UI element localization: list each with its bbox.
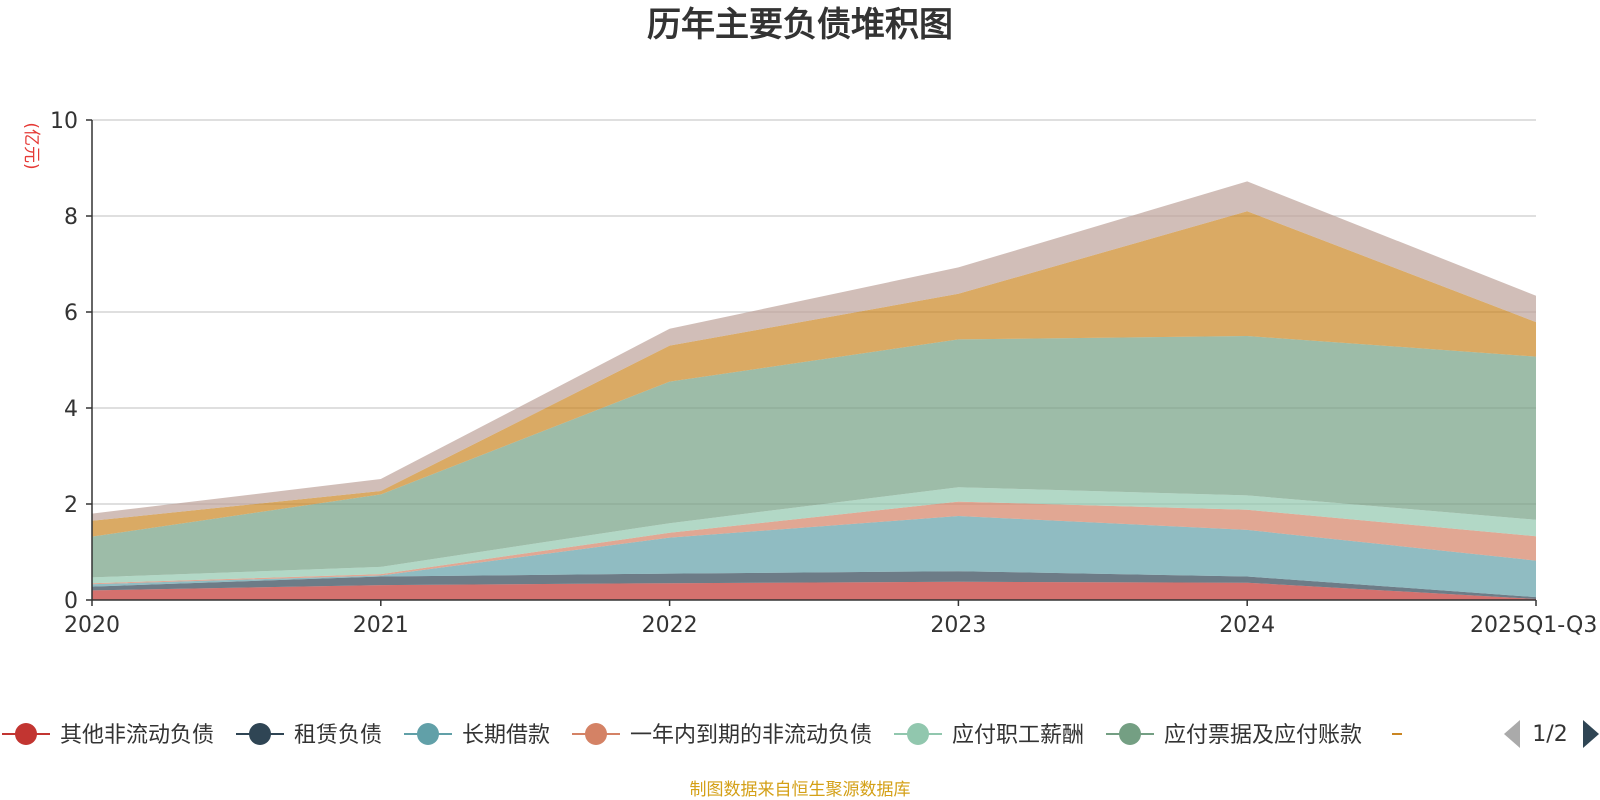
series-area xyxy=(92,336,1536,578)
series-area xyxy=(92,501,1536,585)
legend-item[interactable]: 租赁负债 xyxy=(236,723,382,748)
legend-marker xyxy=(417,723,439,745)
y-tick-label: 4 xyxy=(64,397,78,422)
series-areas xyxy=(92,181,1536,600)
legend-item[interactable]: 其他非流动负债 xyxy=(2,723,214,748)
legend: 其他非流动负债 租赁负债 长期借款 一年内到期的非流动负债 应付职工薪酬 应付票据及应付账… xyxy=(2,723,1402,748)
series-area xyxy=(92,516,1536,598)
series-area xyxy=(92,487,1536,584)
legend-label: 应付票据及应付账款 xyxy=(1164,723,1362,748)
chart-title: 历年主要负债堆积图 xyxy=(647,5,953,45)
x-tick-label: 2025Q1-Q3 xyxy=(1470,613,1597,638)
legend-item[interactable]: 应付票据及应付账款 xyxy=(1106,723,1362,748)
axes: 0 2 4 6 8 10 2020 2021 2022 2023 2024 2025Q1-Q3 xyxy=(50,109,1597,638)
legend-label: 应付职工薪酬 xyxy=(952,723,1084,748)
legend-label: 其他非流动负债 xyxy=(60,723,214,748)
legend-marker xyxy=(249,723,271,745)
legend-pager[interactable]: 1/2 xyxy=(1504,720,1599,748)
legend-prev-page-icon[interactable] xyxy=(1504,720,1520,748)
legend-item[interactable]: 应付职工薪酬 xyxy=(894,723,1084,748)
y-tick-label: 0 xyxy=(64,589,78,614)
legend-marker xyxy=(585,723,607,745)
y-axis-unit-label: (亿元) xyxy=(21,122,41,169)
legend-page-indicator: 1/2 xyxy=(1532,722,1567,747)
data-source-note: 制图数据来自恒生聚源数据库 xyxy=(690,780,911,800)
x-tick-label: 2023 xyxy=(930,613,986,638)
x-tick-label: 2024 xyxy=(1219,613,1275,638)
x-tick-label: 2021 xyxy=(353,613,409,638)
legend-label: 租赁负债 xyxy=(294,723,382,748)
legend-item[interactable]: 一年内到期的非流动负债 xyxy=(572,723,872,748)
series-area xyxy=(92,571,1536,599)
y-tick-label: 10 xyxy=(50,109,78,134)
legend-item[interactable]: 长期借款 xyxy=(404,723,550,748)
y-tick-label: 8 xyxy=(64,205,78,230)
legend-marker xyxy=(1119,723,1141,745)
series-area xyxy=(92,581,1536,600)
y-tick-label: 6 xyxy=(64,301,78,326)
x-tick-label: 2022 xyxy=(642,613,698,638)
legend-marker xyxy=(15,723,37,745)
legend-next-page-icon[interactable] xyxy=(1583,720,1599,748)
legend-marker xyxy=(907,723,929,745)
y-tick-label: 2 xyxy=(64,493,78,518)
x-tick-label: 2020 xyxy=(64,613,120,638)
legend-label: 长期借款 xyxy=(462,723,550,748)
series-area xyxy=(92,211,1536,537)
legend-label: 一年内到期的非流动负债 xyxy=(630,723,872,748)
